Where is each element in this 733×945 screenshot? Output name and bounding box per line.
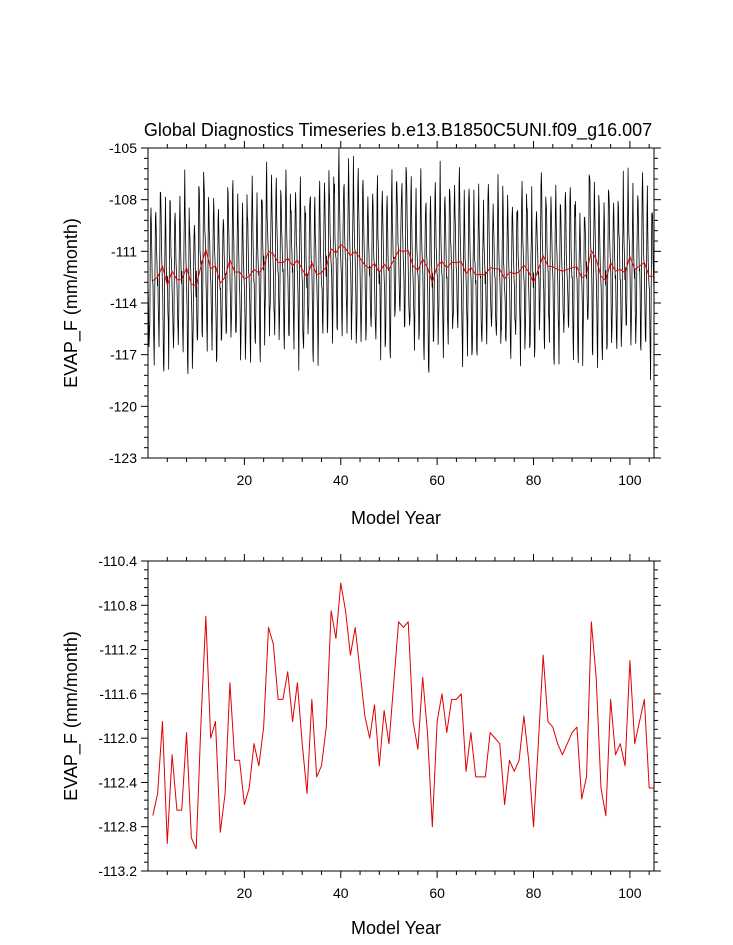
series-layer bbox=[152, 582, 654, 850]
y-tick-label: -110.4 bbox=[98, 553, 137, 569]
x-tick-label: 60 bbox=[429, 472, 445, 488]
y-tick-label: -123 bbox=[109, 450, 137, 466]
y-tick-label: -111.2 bbox=[99, 642, 137, 658]
y-tick-label: -108 bbox=[109, 192, 137, 208]
y-tick-label: -112.4 bbox=[98, 774, 137, 790]
y-tick-label: -111 bbox=[111, 243, 137, 259]
axis-ticks: 20 40 60 80 100 -110.4 -110.8 -111.2 -111.6 -112.… bbox=[98, 553, 661, 901]
series-line-monthly bbox=[147, 147, 655, 381]
series-layer bbox=[147, 147, 655, 381]
y-tick-label: -111.6 bbox=[99, 686, 137, 702]
x-tick-label: 60 bbox=[429, 885, 445, 901]
axis-ticks: 20 40 60 80 100 -105 -108 -111 -114 -117 -120 -123 bbox=[109, 140, 661, 488]
x-tick-label: 100 bbox=[618, 885, 642, 901]
y-axis-label: EVAP_F (mm/month) bbox=[61, 218, 82, 388]
x-tick-label: 20 bbox=[237, 472, 253, 488]
x-tick-label: 40 bbox=[333, 472, 349, 488]
x-axis-label: Model Year bbox=[351, 508, 441, 528]
x-tick-label: 100 bbox=[618, 472, 642, 488]
plot-frame bbox=[147, 560, 655, 872]
x-tick-label: 80 bbox=[526, 472, 542, 488]
y-tick-label: -113.2 bbox=[98, 863, 137, 879]
x-tick-label: 20 bbox=[237, 885, 253, 901]
chart-title: Global Diagnostics Timeseries b.e13.B185… bbox=[144, 120, 652, 141]
y-tick-label: -105 bbox=[109, 140, 137, 156]
timeseries-panel-monthly: Global Diagnostics Timeseries b.e13.B185… bbox=[61, 120, 661, 528]
y-tick-label: -117 bbox=[110, 347, 137, 363]
x-tick-label: 80 bbox=[526, 885, 542, 901]
y-tick-label: -114 bbox=[110, 295, 137, 311]
x-tick-label: 40 bbox=[333, 885, 349, 901]
timeseries-panel-annual: Model Year EVAP_F (mm/month) 20 40 60 80 100… bbox=[61, 553, 661, 938]
series-line-annual-mean bbox=[152, 243, 654, 287]
y-tick-label: -112.8 bbox=[98, 819, 137, 835]
series-line-annual-mean bbox=[152, 582, 654, 850]
y-tick-label: -110.8 bbox=[98, 597, 137, 613]
y-tick-label: -112.0 bbox=[98, 730, 137, 746]
x-axis-label: Model Year bbox=[351, 918, 441, 938]
y-tick-label: -120 bbox=[109, 398, 137, 414]
plot-frame bbox=[147, 147, 655, 459]
y-axis-label: EVAP_F (mm/month) bbox=[61, 631, 82, 801]
